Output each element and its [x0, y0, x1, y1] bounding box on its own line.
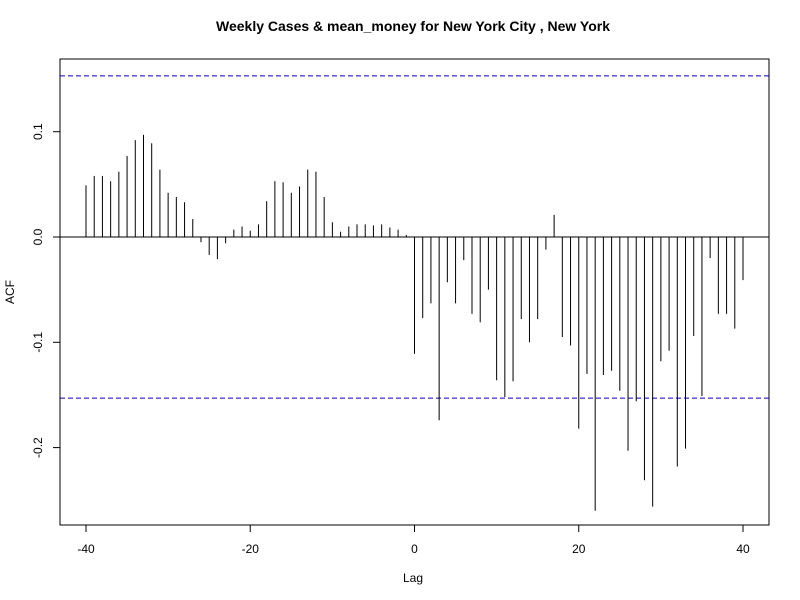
- x-axis-label: Lag: [403, 571, 423, 585]
- x-tick-label: 40: [736, 542, 750, 556]
- x-tick-label: 0: [411, 542, 418, 556]
- y-tick-label: 0.0: [31, 228, 45, 245]
- y-axis: -0.2 -0.1 0.0 0.1: [31, 123, 61, 458]
- y-tick-label: 0.1: [31, 123, 45, 140]
- confidence-bounds: [60, 75, 769, 399]
- x-tick-label: 20: [572, 542, 586, 556]
- y-tick-label: -0.2: [31, 437, 45, 458]
- chart-title: Weekly Cases & mean_money for New York C…: [216, 18, 610, 34]
- y-tick-label: -0.1: [31, 332, 45, 353]
- y-axis-label: ACF: [3, 280, 17, 304]
- acf-bars: [85, 134, 744, 511]
- x-tick-label: -40: [77, 542, 95, 556]
- x-axis: -40 -20 0 20 40: [77, 524, 750, 556]
- x-tick-label: -20: [242, 542, 260, 556]
